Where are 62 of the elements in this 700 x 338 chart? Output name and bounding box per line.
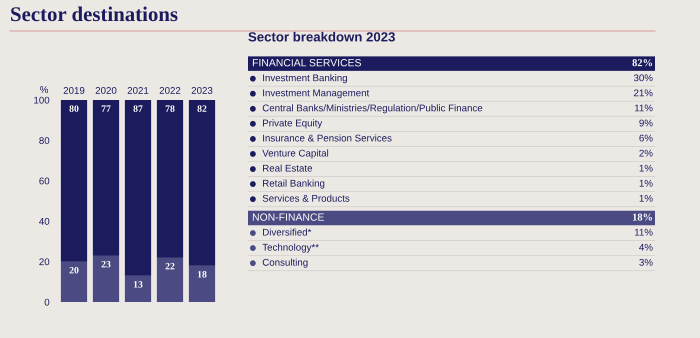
- data-label: 13: [134, 281, 143, 288]
- text: 1%: [640, 180, 653, 187]
- data-label: 20: [70, 266, 78, 274]
- text: 30%: [634, 74, 653, 82]
- y-tick-label: 100: [34, 96, 50, 104]
- bar: [92, 256, 120, 302]
- category-label: Retail Banking: [263, 180, 324, 189]
- y-tick-label: 0: [44, 298, 50, 306]
- text: 21%: [634, 89, 653, 96]
- category-label: Investment Banking: [263, 74, 348, 84]
- data-label: 82: [197, 105, 206, 112]
- bar: [188, 100, 216, 266]
- text: 1%: [640, 194, 653, 202]
- category-label: Services & Products: [262, 194, 350, 202]
- x-tick-label: 2021: [128, 87, 148, 94]
- category-label: Consulting: [262, 258, 308, 268]
- text: 4%: [639, 244, 653, 251]
- category-label: Private Equity: [263, 119, 322, 128]
- y-tick-label: 60: [39, 178, 50, 184]
- bar: [188, 266, 216, 302]
- text: 1%: [640, 164, 653, 172]
- data-label: 78: [166, 105, 175, 112]
- category-label: Insurance & Pension Services: [263, 134, 392, 142]
- x-tick-label: 2020: [96, 87, 116, 94]
- text: 3%: [639, 258, 653, 266]
- text: Sector breakdown 2023: [248, 32, 395, 42]
- category-label: Investment Management: [263, 90, 370, 98]
- y-tick-label: 80: [39, 137, 50, 144]
- data-label: 77: [102, 105, 111, 112]
- data-label: 80: [69, 105, 78, 112]
- data-label: 22: [166, 262, 174, 270]
- category-label: Diversified*: [263, 228, 312, 236]
- bar: [124, 100, 152, 276]
- bar: [60, 262, 88, 302]
- category-label: Central Banks/Ministries/Regulation/Public Finance: [262, 104, 482, 114]
- category-label: Venture Capital: [262, 149, 328, 158]
- text: 82%: [632, 59, 652, 66]
- text: 18%: [632, 214, 652, 221]
- x-tick-label: 2022: [160, 87, 180, 94]
- data-label: 18: [198, 270, 207, 278]
- text: 6%: [639, 134, 653, 142]
- text: 9%: [639, 120, 653, 126]
- bar: [156, 258, 184, 302]
- text: 11%: [634, 104, 653, 112]
- data-label: 23: [102, 260, 111, 268]
- y-tick-label: 40: [39, 218, 50, 225]
- bar: [156, 100, 184, 258]
- bar: [60, 100, 88, 262]
- y-axis-title: %: [40, 86, 48, 93]
- x-tick-label: 2023: [192, 87, 212, 94]
- x-tick-label: 2019: [64, 87, 84, 94]
- chart-title: Sector destinations: [11, 6, 178, 22]
- bar: [92, 100, 120, 256]
- y-tick-label: 20: [39, 258, 50, 266]
- bar: [124, 276, 152, 302]
- text: 11%: [634, 228, 653, 236]
- category-label: Real Estate: [263, 164, 312, 172]
- data-label: 87: [133, 105, 143, 112]
- category-label: NON-FINANCE: [252, 213, 324, 221]
- text: 2%: [639, 150, 653, 157]
- category-label: Technology**: [262, 244, 319, 253]
- category-label: FINANCIAL SERVICES: [252, 59, 361, 66]
